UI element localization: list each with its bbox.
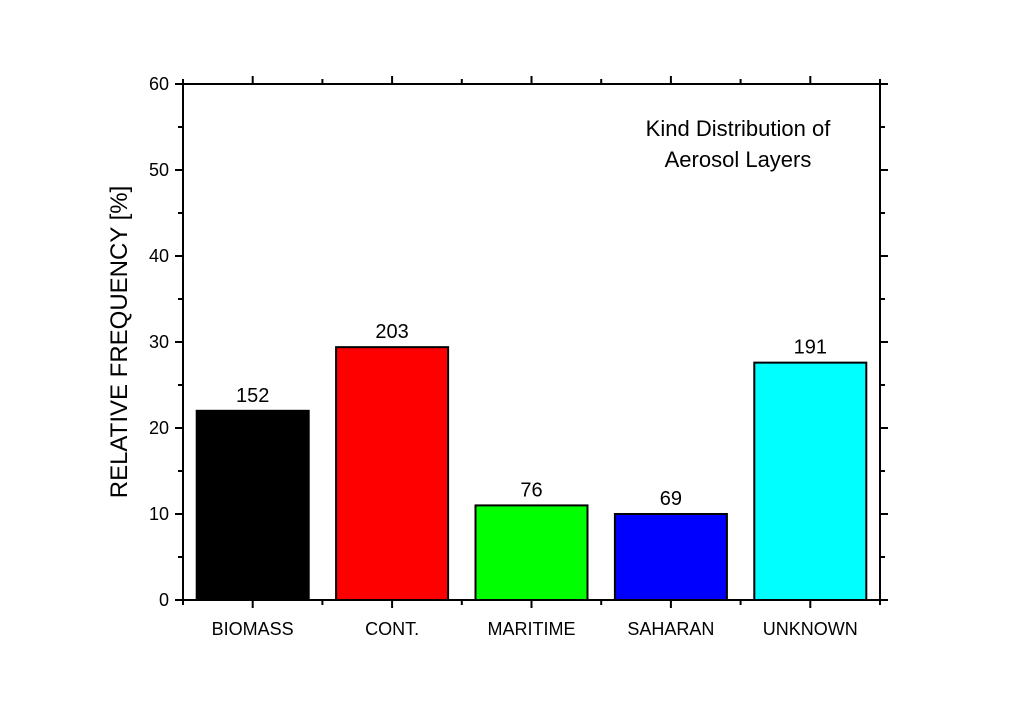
annotation-line-1: Kind Distribution of [646,116,832,141]
bar-data-label: 152 [236,385,269,407]
bar-saharan [613,513,728,601]
x-category-label: SAHARAN [627,619,714,639]
y-axis-title: RELATIVE FREQUENCY [%] [106,186,133,499]
y-tick-label: 0 [159,590,169,610]
bar-unknown [753,361,868,602]
bar-data-label: 203 [375,321,408,343]
x-category-label: MARITIME [488,619,576,639]
bar-data-label: 69 [660,488,682,510]
y-tick-label: 60 [149,74,169,94]
bar-data-label: 76 [520,479,542,501]
y-tick-label: 40 [149,246,169,266]
y-tick-label: 10 [149,504,169,524]
y-tick-label: 30 [149,332,169,352]
bar-data-label: 191 [794,337,827,359]
y-tick-label: 20 [149,418,169,438]
y-tick-label: 50 [149,160,169,180]
x-category-label: BIOMASS [212,619,294,639]
bar-maritime [474,504,589,601]
x-category-label: UNKNOWN [763,619,858,639]
bar-biomass [195,409,310,601]
bar-cont [335,346,450,601]
plot-frame [182,83,881,601]
annotation-line-2: Aerosol Layers [665,147,812,172]
bars-layer: 152 BIOMASS 203 CONT. 76 MARITIME 69 SAHARAN 191… [195,321,868,639]
x-category-label: CONT. [365,619,419,639]
